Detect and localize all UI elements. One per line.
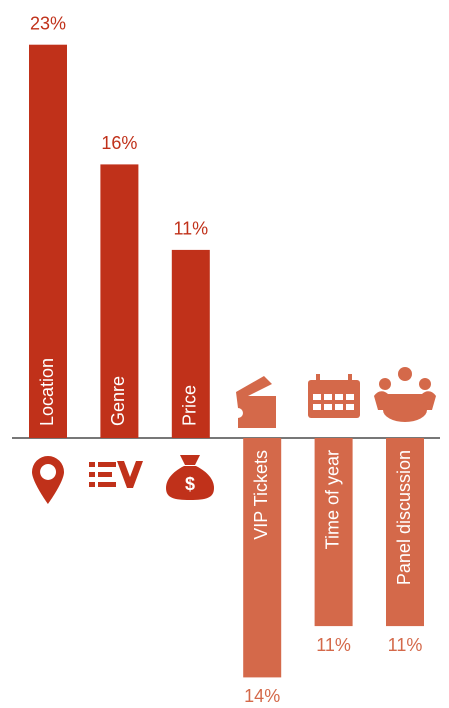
bar bbox=[314, 438, 353, 627]
category-label: Time of year bbox=[322, 450, 342, 549]
category-label: VIP Tickets bbox=[251, 450, 271, 540]
bar bbox=[100, 164, 139, 438]
genre-icon bbox=[89, 461, 143, 488]
bar bbox=[29, 44, 67, 438]
category-label: Price bbox=[180, 385, 200, 426]
icons-up: $ bbox=[32, 455, 214, 504]
bar bbox=[171, 249, 210, 438]
category-label: Location bbox=[37, 358, 57, 426]
category-label: Panel discussion bbox=[394, 450, 414, 585]
price-icon: $ bbox=[166, 455, 214, 500]
bar bbox=[386, 438, 424, 627]
panel-icon bbox=[374, 367, 436, 422]
location-icon bbox=[32, 456, 64, 504]
calendar-icon bbox=[308, 374, 360, 418]
value-label: 16% bbox=[101, 133, 137, 153]
icons-down bbox=[236, 367, 436, 428]
value-label: 11% bbox=[388, 635, 423, 655]
value-label: 11% bbox=[173, 219, 208, 239]
bar bbox=[243, 438, 282, 678]
ticket-icon bbox=[236, 376, 276, 428]
value-label: 14% bbox=[244, 686, 280, 706]
value-label: 23% bbox=[30, 13, 66, 33]
dollar-sign: $ bbox=[185, 474, 195, 494]
value-label: 11% bbox=[316, 635, 351, 655]
category-label: Genre bbox=[108, 376, 128, 426]
